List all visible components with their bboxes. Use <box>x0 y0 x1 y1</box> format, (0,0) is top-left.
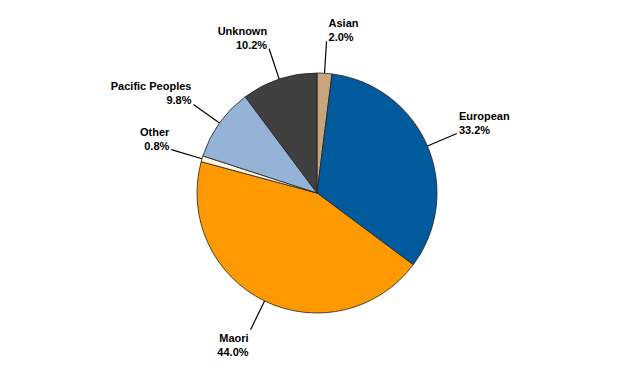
data-label: 10.2% <box>236 39 267 51</box>
data-label: 2.0% <box>329 31 354 43</box>
leader-line <box>171 150 202 159</box>
slice <box>245 73 317 193</box>
data-label: 44.0% <box>217 346 248 358</box>
chart: Asian 2.0% European 33.2% Maori 44.0% Other 0.8… <box>0 0 633 386</box>
leader-line <box>269 49 279 79</box>
label-name: Unknown <box>218 25 268 37</box>
data-label: 0.8% <box>144 140 169 152</box>
label-name: Maori <box>219 332 248 344</box>
labels: Asian 2.0% European 33.2% Maori 44.0% Other 0.8… <box>111 17 510 357</box>
leader-line <box>251 301 265 330</box>
leader-line <box>193 104 219 123</box>
data-label: 33.2% <box>459 124 490 136</box>
leader-line <box>427 134 456 147</box>
label-name: European <box>459 110 510 122</box>
data-label: 9.8% <box>166 94 191 106</box>
pie <box>197 73 437 313</box>
leader-line <box>325 41 327 73</box>
label-name: Other <box>140 126 170 138</box>
label-name: Asian <box>329 17 359 29</box>
label-name: Pacific Peoples <box>111 80 192 92</box>
